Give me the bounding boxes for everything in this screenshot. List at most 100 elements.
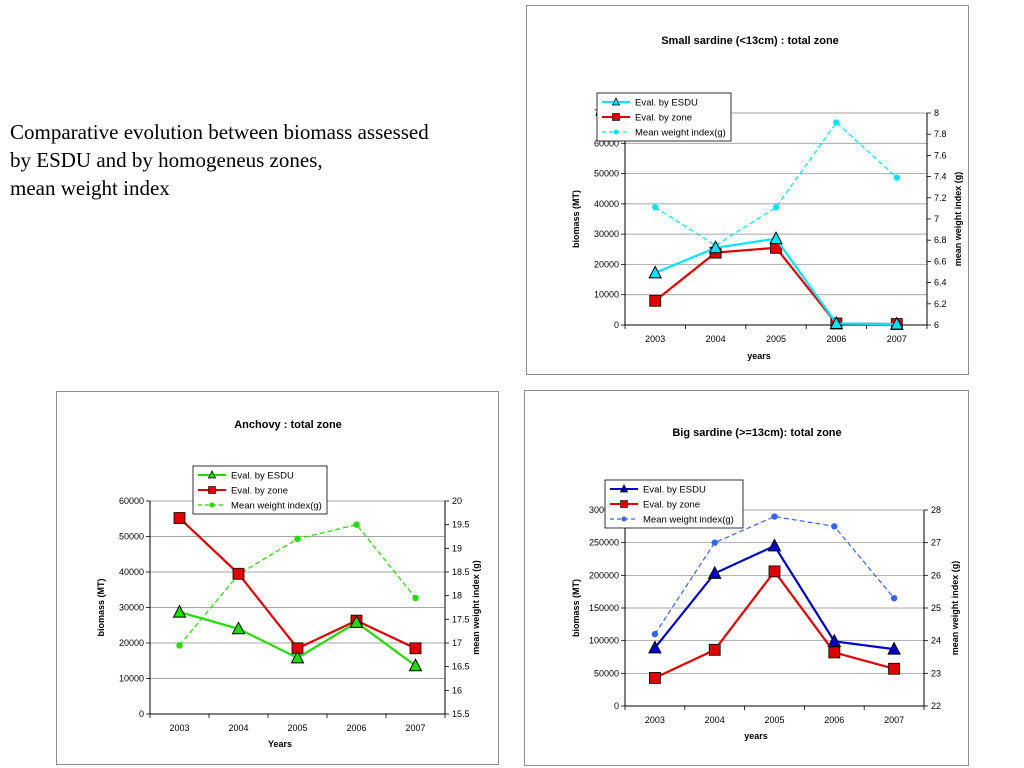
data-point [176, 642, 183, 649]
chart-title: Big sardine (>=13cm): total zone [672, 427, 841, 439]
data-point [648, 265, 663, 279]
y-tick-label: 50000 [119, 532, 144, 542]
x-tick-label: 2005 [287, 723, 307, 733]
y-tick-label: 0 [614, 701, 619, 711]
y-tick-label: 40000 [119, 567, 144, 577]
y2-tick-label: 18 [452, 591, 462, 601]
y-axis-title: biomass (MT) [571, 579, 581, 637]
x-tick-label: 2007 [884, 715, 904, 725]
y2-tick-label: 6.8 [934, 235, 947, 245]
data-point [173, 512, 186, 524]
chart-title: Anchovy : total zone [234, 419, 342, 431]
caption-line-3: mean weight index [10, 176, 170, 200]
series-line [654, 515, 895, 635]
legend-label: Mean weight index(g) [635, 128, 726, 139]
legend-label: Mean weight index(g) [643, 515, 734, 526]
legend-marker [209, 502, 215, 508]
y2-tick-label: 15.5 [452, 709, 470, 719]
y2-tick-label: 24 [931, 636, 941, 646]
y-tick-label: 0 [614, 320, 619, 330]
data-point [888, 662, 901, 675]
y2-tick-label: 20 [452, 496, 462, 506]
y-tick-label: 60000 [594, 138, 619, 148]
y-tick-label: 150000 [589, 603, 619, 613]
y2-tick-label: 6.2 [934, 299, 947, 309]
y2-tick-label: 19.5 [452, 520, 470, 530]
legend-marker [619, 484, 629, 493]
y2-tick-label: 17 [452, 638, 462, 648]
chart-anchovy: Anchovy : total zone 0 10000 20000 30000 4000… [96, 419, 481, 749]
legend-marker [621, 516, 627, 522]
caption-line-1: Comparative evolution between biomass as… [10, 120, 429, 144]
data-point [768, 565, 781, 578]
caption-line-2: by ESDU and by homogeneus zones, [10, 148, 323, 172]
legend-label: Eval. by zone [231, 486, 288, 497]
legend-label: Eval. by ESDU [643, 485, 706, 496]
x-axis-title: years [744, 731, 768, 741]
x-tick-label: 2007 [887, 334, 907, 344]
y2-tick-label: 17.5 [452, 614, 470, 624]
y2-tick-label: 7.4 [934, 172, 947, 182]
series-line [179, 523, 416, 646]
y2-tick-label: 18.5 [452, 567, 470, 577]
y2-tick-label: 7.2 [934, 193, 947, 203]
legend-marker [207, 470, 217, 479]
y-tick-label: 200000 [589, 570, 619, 580]
y-tick-label: 50000 [594, 668, 619, 678]
data-point [769, 231, 783, 245]
series-line [654, 544, 895, 651]
data-point [232, 567, 245, 580]
x-tick-label: 2007 [405, 723, 425, 733]
y-tick-label: 30000 [119, 603, 144, 613]
data-point [294, 535, 301, 543]
chart-small-sardine: Small sardine (<13cm) : total zone 0 10000… [571, 35, 963, 361]
data-point [829, 315, 844, 329]
y2-axis-title: mean weight index (g) [953, 172, 963, 267]
series-line [654, 246, 897, 326]
data-point [649, 294, 662, 307]
legend: Eval. by ESDU Eval. by zone Mean weight in… [192, 465, 328, 515]
y2-tick-label: 6.4 [934, 278, 947, 288]
series-line [654, 121, 898, 247]
legend-label: Eval. by ESDU [635, 98, 698, 109]
legend: Eval. by ESDU Eval. by zone Mean weight in… [604, 479, 744, 529]
x-tick-label: 2004 [228, 723, 248, 733]
y2-tick-label: 25 [931, 603, 941, 613]
data-point [290, 650, 305, 664]
chart-big-sardine: Big sardine (>=13cm): total zone 0 50000 10… [571, 427, 960, 741]
legend-label: Eval. by ESDU [231, 471, 294, 482]
data-point [708, 643, 721, 656]
y-tick-label: 20000 [119, 638, 144, 648]
data-point [831, 523, 838, 530]
y-tick-label: 250000 [589, 538, 619, 548]
y-axis-title: biomass (MT) [571, 190, 581, 248]
y2-tick-label: 27 [931, 538, 941, 548]
y2-tick-label: 22 [931, 701, 941, 711]
x-tick-label: 2003 [645, 334, 665, 344]
x-tick-label: 2004 [706, 334, 726, 344]
data-point [890, 595, 898, 602]
x-axis-title: years [747, 351, 771, 361]
y2-tick-label: 8 [934, 108, 939, 118]
y-tick-label: 50000 [594, 169, 619, 179]
y-axis-title: biomass (MT) [96, 578, 106, 636]
data-point [409, 642, 422, 655]
chart-panel-small-sardine: Small sardine (<13cm) : total zone 0 10000… [526, 5, 969, 375]
data-point [349, 614, 364, 628]
x-tick-label: 2005 [764, 715, 784, 725]
data-point [767, 538, 782, 552]
data-point [408, 658, 423, 672]
y2-tick-label: 7 [934, 214, 939, 224]
y-tick-label: 10000 [594, 290, 619, 300]
x-tick-label: 2003 [169, 723, 189, 733]
y-tick-label: 10000 [119, 674, 144, 684]
y-tick-label: 0 [139, 709, 144, 719]
y-tick-label: 60000 [119, 496, 144, 506]
data-point [827, 633, 842, 647]
data-point [893, 174, 900, 181]
y2-axis-title: mean weight index (g) [471, 560, 481, 655]
y2-tick-label: 19 [452, 543, 462, 553]
y-tick-label: 300000 [589, 505, 619, 515]
y-tick-label: 30000 [594, 229, 619, 239]
data-point [412, 594, 419, 602]
